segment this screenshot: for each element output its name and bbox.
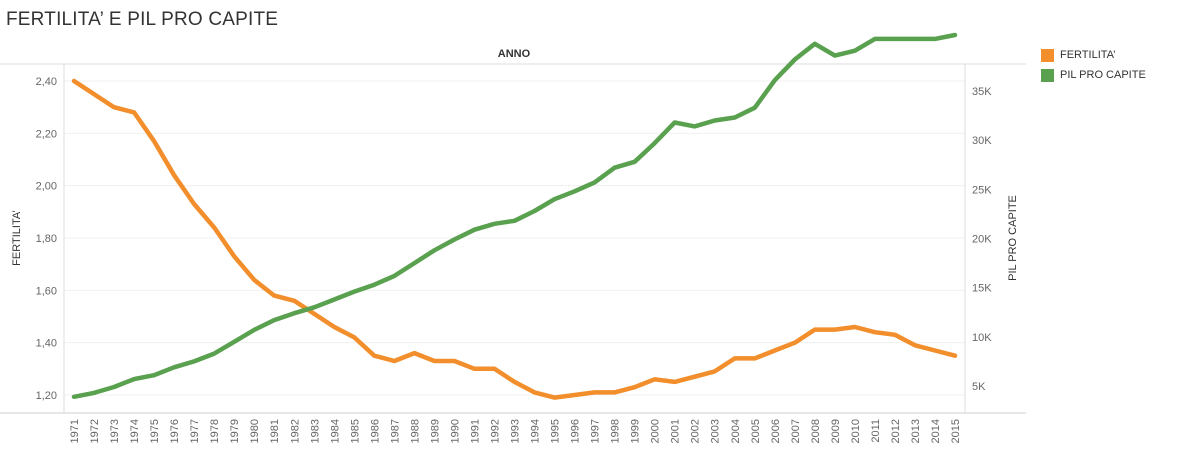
x-tick-label: 2002 — [690, 419, 702, 443]
x-tick-label: 1978 — [209, 419, 221, 443]
x-ticks: 1971 1972 1973 1974 1975 1976 1977 1978 1979 1980… — [69, 419, 962, 443]
x-tick-label: 1981 — [269, 419, 281, 443]
x-tick-label: 1992 — [489, 419, 501, 443]
x-tick-label: 2004 — [730, 419, 742, 443]
y-left-tick-label: 2,00 — [36, 181, 57, 193]
y-right-axis-title: PIL PRO CAPITE — [1007, 195, 1019, 281]
x-tick-label: 2003 — [710, 419, 722, 443]
x-tick-label: 1988 — [409, 419, 421, 443]
series-lines — [71, 32, 958, 400]
x-tick-label: 2010 — [850, 419, 862, 443]
x-tick-label: 1979 — [229, 419, 241, 443]
x-tick-label: 1980 — [249, 419, 261, 443]
y-left-axis-title: FERTILITA’ — [11, 210, 23, 266]
y-left-tick-label: 1,40 — [36, 338, 57, 350]
x-tick-label: 2000 — [650, 419, 662, 443]
x-tick-label: 1971 — [69, 419, 81, 443]
y-right-tick-label: 30K — [972, 135, 992, 147]
x-tick-label: 1991 — [469, 419, 481, 443]
x-tick-label: 1975 — [149, 419, 161, 443]
x-tick-label: 1982 — [289, 419, 301, 443]
top-axis-title: ANNO — [498, 48, 531, 60]
y-right-ticks: 35K 30K 25K 20K 15K 10K 5K — [972, 86, 992, 393]
y-left-tick-label: 1,80 — [36, 233, 57, 245]
series-line-pil[interactable] — [71, 32, 958, 400]
x-tick-label: 1985 — [349, 419, 361, 443]
y-left-tick-label: 1,20 — [36, 390, 57, 402]
y-right-tick-label: 25K — [972, 184, 992, 196]
y-left-ticks: 2,40 2,20 2,00 1,80 1,60 1,40 1,20 — [36, 76, 57, 402]
x-tick-label: 2011 — [870, 419, 882, 443]
y-left-tick-label: 1,60 — [36, 285, 57, 297]
x-tick-label: 1977 — [189, 419, 201, 443]
series-line-fertilita[interactable] — [71, 78, 958, 400]
x-tick-label: 1995 — [550, 419, 562, 443]
x-tick-label: 2008 — [810, 419, 822, 443]
legend-label-fertilita: FERTILITA’ — [1060, 49, 1116, 61]
x-tick-label: 1989 — [429, 419, 441, 443]
y-left-tick-label: 2,40 — [36, 76, 57, 88]
x-tick-label: 1974 — [129, 419, 141, 443]
y-right-tick-label: 15K — [972, 283, 992, 295]
x-tick-label: 1990 — [449, 419, 461, 443]
x-tick-label: 1983 — [309, 419, 321, 443]
x-tick-label: 2012 — [890, 419, 902, 443]
x-tick-label: 2015 — [950, 419, 962, 443]
gridlines — [64, 80, 965, 396]
x-tick-label: 2006 — [770, 419, 782, 443]
legend-swatch-pil — [1041, 68, 1054, 82]
legend-label-pil: PIL PRO CAPITE — [1060, 69, 1146, 81]
x-tick-label: 2014 — [930, 419, 942, 443]
x-tick-label: 1997 — [590, 419, 602, 443]
y-right-tick-label: 5K — [972, 381, 986, 393]
x-tick-label: 1996 — [570, 419, 582, 443]
x-tick-label: 1987 — [389, 419, 401, 443]
legend-item-pil[interactable]: PIL PRO CAPITE — [1041, 65, 1146, 85]
x-tick-label: 1999 — [630, 419, 642, 443]
legend-item-fertilita[interactable]: FERTILITA’ — [1041, 45, 1146, 65]
x-tick-label: 2013 — [910, 419, 922, 443]
y-right-tick-label: 35K — [972, 86, 992, 98]
y-left-tick-label: 2,20 — [36, 128, 57, 140]
x-tick-label: 1993 — [510, 419, 522, 443]
x-tick-label: 2009 — [830, 419, 842, 443]
x-tick-label: 1986 — [369, 419, 381, 443]
x-tick-label: 1998 — [610, 419, 622, 443]
x-tick-label: 1972 — [89, 419, 101, 443]
x-tick-label: 2005 — [750, 419, 762, 443]
x-tick-label: 1984 — [329, 419, 341, 443]
chart-title: FERTILITA’ E PIL PRO CAPITE — [6, 9, 279, 30]
x-tick-label: 2007 — [790, 419, 802, 443]
x-tick-label: 1976 — [169, 419, 181, 443]
x-tick-label: 2001 — [670, 419, 682, 443]
x-tick-label: 1994 — [530, 419, 542, 443]
legend: FERTILITA’ PIL PRO CAPITE — [1041, 45, 1146, 85]
legend-swatch-fertilita — [1041, 48, 1054, 62]
x-tick-label: 1973 — [109, 419, 121, 443]
y-right-tick-label: 10K — [972, 332, 992, 344]
y-right-tick-label: 20K — [972, 234, 992, 246]
